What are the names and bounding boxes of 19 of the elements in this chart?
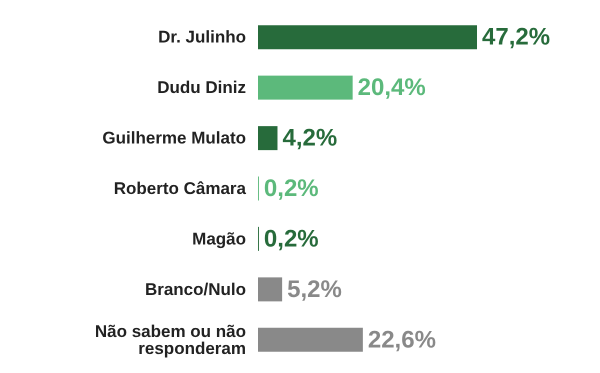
data-label: 20,4% [358,74,426,102]
y-tick-label: Magão [192,229,246,248]
data-label: 22,6% [368,326,436,354]
y-tick-label: Guilherme Mulato [102,128,246,148]
y-tick-label: Roberto Câmara [114,179,247,198]
data-label: 0,2% [264,175,319,202]
bar [258,277,282,302]
data-label: 5,2% [287,276,342,303]
data-label: 47,2% [482,24,550,51]
bar [258,328,363,352]
data-label: 0,2% [264,225,319,252]
bar [258,76,353,100]
y-tick-label: Dr. Julinho [158,28,246,47]
y-tick-label: Branco/Nulo [144,280,246,299]
bar [258,25,478,50]
y-tick-label: Não sabem ou não responderam [94,322,246,358]
y-tick-label: Dudu Diniz [157,78,246,98]
data-label: 4,2% [282,124,338,152]
bar [258,126,278,150]
